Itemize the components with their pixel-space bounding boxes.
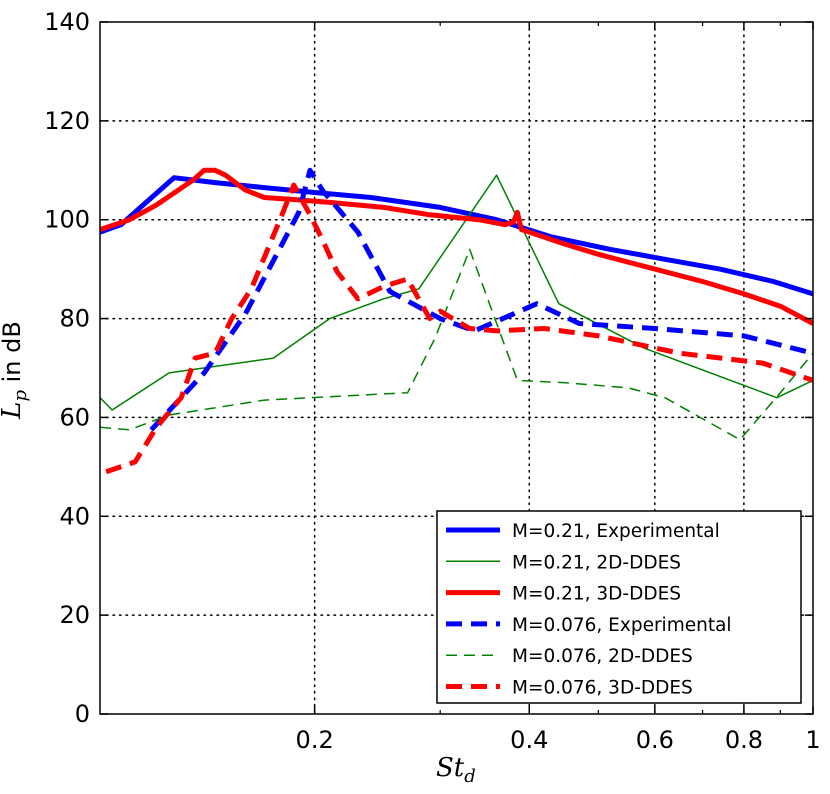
legend-label-5: M=0.076, 2D-DDES bbox=[512, 646, 693, 667]
series-line-5 bbox=[100, 248, 813, 441]
legend-box bbox=[436, 510, 802, 704]
y-tick-label: 80 bbox=[59, 305, 90, 333]
x-tick-label: 0.4 bbox=[510, 726, 548, 754]
x-tick-label: 0.6 bbox=[636, 726, 674, 754]
y-tick-label: 140 bbox=[44, 8, 90, 36]
y-tick-label: 40 bbox=[59, 502, 90, 530]
legend-label-2: M=0.21, 2D-DDES bbox=[512, 552, 681, 573]
legend-label-1: M=0.21, Experimental bbox=[512, 521, 720, 542]
y-tick-label: 100 bbox=[44, 206, 90, 234]
plot-series bbox=[100, 167, 813, 475]
x-tick-label: 0.8 bbox=[725, 726, 763, 754]
y-tick-label: 60 bbox=[59, 403, 90, 431]
y-tick-label: 0 bbox=[75, 700, 90, 728]
series-line-6 bbox=[105, 182, 813, 475]
series-line-2 bbox=[100, 174, 813, 411]
legend-label-6: M=0.076, 3D-DDES bbox=[512, 678, 693, 699]
series-line-1 bbox=[100, 175, 813, 297]
plot-frame bbox=[99, 21, 814, 715]
x-axis-title: Std bbox=[436, 753, 476, 787]
legend: M=0.21, Experimental M=0.21, 2D-DDES M=0.2… bbox=[436, 510, 802, 704]
series-line-3 bbox=[100, 167, 813, 326]
grid bbox=[99, 21, 814, 715]
legend-label-3: M=0.21, 3D-DDES bbox=[512, 584, 681, 605]
axis-tick-labels: 0 20 40 60 80 100 120 140 0.2 0.4 0.6 0.8 1 bbox=[44, 8, 820, 754]
series-line-4 bbox=[149, 167, 813, 432]
x-tick-label: 1 bbox=[805, 726, 820, 754]
y-axis-title: Lp in dB bbox=[0, 321, 31, 420]
x-tick-label: 0.2 bbox=[296, 726, 334, 754]
legend-label-4: M=0.076, Experimental bbox=[512, 615, 732, 636]
y-tick-label: 20 bbox=[59, 601, 90, 629]
y-tick-label: 120 bbox=[44, 107, 90, 135]
axis-ticks bbox=[100, 21, 814, 715]
